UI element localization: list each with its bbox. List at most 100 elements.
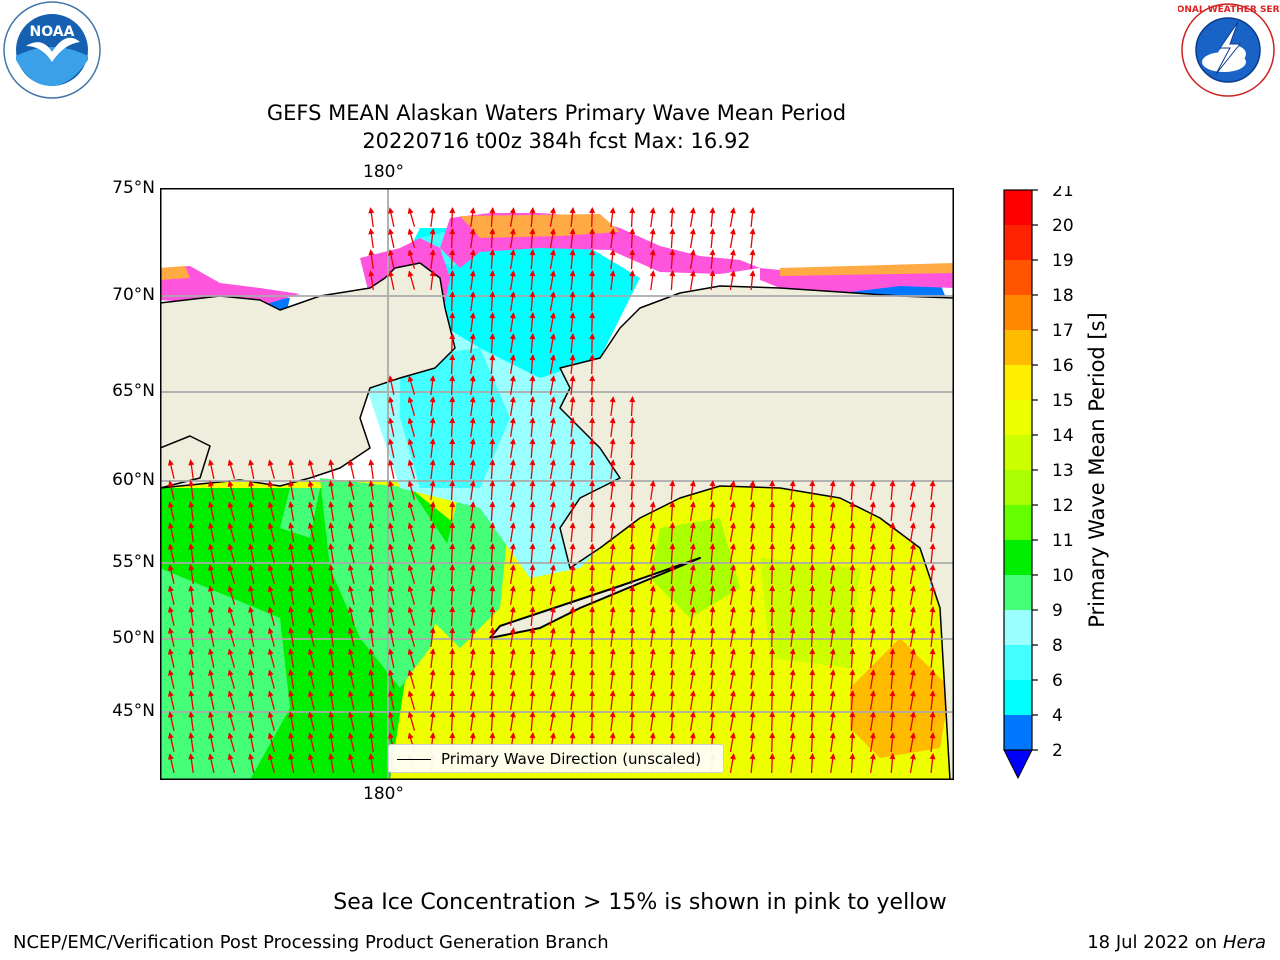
wave-direction-arrow (549, 711, 556, 731)
wave-direction-arrow (407, 669, 416, 689)
wave-direction-arrow (589, 711, 596, 732)
wave-direction-arrow (589, 627, 596, 648)
nws-logo: NATIONAL WEATHER SERVICE (1178, 3, 1280, 97)
wave-direction-arrow (649, 606, 656, 627)
colorbar-bin (1004, 400, 1032, 435)
wave-direction-arrow (669, 480, 676, 501)
wave-direction-arrow (489, 690, 496, 711)
wave-direction-arrow (589, 459, 596, 480)
wave-direction-arrow (769, 543, 776, 564)
wave-direction-arrow (167, 648, 175, 668)
wave-direction-arrow (388, 543, 395, 563)
wave-direction-arrow (489, 312, 496, 333)
wave-direction-arrow (227, 669, 236, 689)
wave-direction-arrow (709, 522, 716, 543)
wave-direction-arrow (649, 522, 656, 543)
wave-direction-arrow (449, 711, 456, 732)
wave-direction-arrow (449, 270, 456, 291)
wave-direction-arrow (609, 459, 616, 480)
wave-direction-arrow (288, 606, 295, 626)
wave-direction-arrow (267, 459, 275, 479)
colorbar-bin (1004, 435, 1032, 470)
wave-direction-arrow (509, 501, 516, 521)
wave-direction-arrow (629, 249, 636, 270)
wave-direction-arrow (328, 606, 335, 626)
wave-direction-arrow (489, 606, 496, 627)
lat-label-55: 55°N (112, 552, 155, 572)
wave-direction-arrow (869, 606, 876, 626)
wave-direction-arrow (649, 627, 656, 648)
map-legend: Primary Wave Direction (unscaled) (388, 744, 724, 773)
wave-direction-arrow (789, 711, 796, 732)
wave-direction-arrow (589, 585, 596, 606)
colorbar-bin (1004, 225, 1032, 260)
colorbar-tick-label: 17 (1052, 321, 1074, 341)
wave-direction-arrow (749, 480, 756, 501)
wave-direction-arrow (589, 543, 596, 564)
wave-direction-arrow (809, 564, 816, 585)
footer-host: Hera (1222, 932, 1266, 953)
wave-direction-arrow (609, 522, 616, 543)
wave-direction-arrow (328, 522, 335, 542)
wave-direction-arrow (288, 669, 295, 689)
wave-direction-arrow (649, 501, 656, 522)
wave-direction-arrow (208, 480, 215, 500)
wave-direction-arrow (929, 522, 936, 543)
wave-direction-arrow (549, 312, 556, 332)
wave-direction-arrow (589, 438, 596, 459)
wave-direction-arrow (529, 480, 536, 501)
wave-direction-arrow (689, 648, 696, 668)
wave-direction-arrow (869, 732, 876, 752)
colorbar-bin (1004, 260, 1032, 295)
wave-direction-arrow (869, 480, 876, 500)
wave-direction-arrow (328, 564, 335, 584)
legend-line-swatch (397, 759, 431, 760)
wave-direction-arrow (407, 543, 416, 563)
wave-direction-arrow (429, 270, 436, 291)
wave-direction-arrow (347, 543, 355, 563)
wave-direction-arrow (368, 627, 375, 648)
wave-direction-arrow (789, 543, 796, 564)
wave-direction-arrow (208, 690, 215, 710)
wave-direction-arrow (529, 207, 536, 228)
wave-direction-arrow (689, 501, 696, 521)
wave-direction-arrow (749, 732, 756, 753)
colorbar-extend-triangle (1003, 749, 1033, 780)
wave-direction-arrow (889, 732, 896, 753)
wave-direction-arrow (368, 669, 375, 690)
wave-direction-arrow (429, 564, 436, 585)
wave-direction-arrow (288, 627, 295, 647)
wave-direction-arrow (328, 501, 335, 521)
wave-direction-arrow (629, 480, 636, 501)
wave-direction-arrow (489, 543, 496, 564)
wave-direction-arrow (649, 228, 656, 249)
wave-direction-arrow (889, 522, 896, 543)
wave-direction-arrow (529, 438, 536, 459)
wave-direction-arrow (469, 543, 476, 564)
wave-direction-arrow (729, 669, 736, 689)
wave-direction-arrow (489, 585, 496, 606)
wave-direction-arrow (669, 669, 676, 690)
wave-direction-arrow (589, 249, 596, 270)
wave-direction-arrow (709, 564, 716, 585)
wave-direction-arrow (469, 417, 476, 438)
wave-direction-arrow (669, 501, 676, 522)
wave-direction-arrow (849, 606, 856, 627)
wave-direction-arrow (789, 564, 796, 585)
wave-direction-arrow (549, 438, 556, 458)
wave-direction-arrow (248, 690, 255, 710)
wave-direction-arrow (909, 753, 916, 773)
wave-direction-arrow (449, 396, 456, 417)
wave-direction-arrow (328, 459, 335, 479)
wave-direction-arrow (869, 711, 876, 731)
wave-direction-arrow (288, 753, 295, 773)
wave-direction-arrow (609, 690, 616, 711)
wave-direction-arrow (709, 480, 716, 501)
wave-direction-arrow (549, 669, 556, 689)
colorbar-tick-label: 19 (1052, 251, 1074, 271)
wave-direction-arrow (889, 585, 896, 606)
wave-direction-arrow (407, 711, 416, 731)
wave-direction-arrow (529, 669, 536, 690)
wave-direction-arrow (669, 648, 676, 669)
wave-direction-arrow (449, 207, 456, 228)
